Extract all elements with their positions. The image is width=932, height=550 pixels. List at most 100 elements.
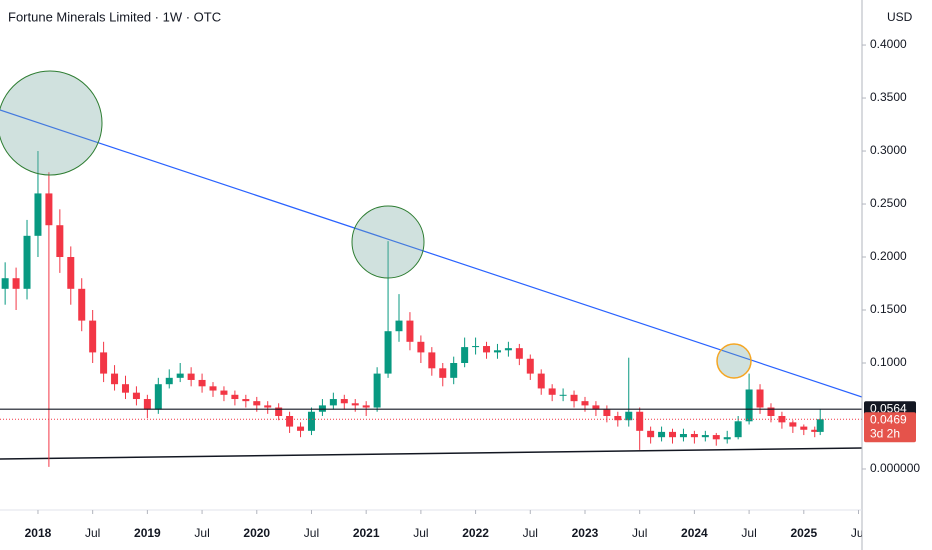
- x-tick-label: Jul: [741, 526, 756, 540]
- candle-body: [242, 399, 250, 402]
- x-tick-label: Jul: [85, 526, 100, 540]
- candle-body: [778, 415, 786, 423]
- candle-body: [483, 346, 491, 353]
- x-tick-label: Jul: [523, 526, 538, 540]
- candle-body: [78, 288, 86, 321]
- annotations: [0, 70, 752, 379]
- candle-body: [89, 320, 97, 353]
- y-tick-label: 0.2500: [870, 196, 907, 210]
- candle-body: [537, 373, 545, 389]
- candle-body: [461, 347, 469, 363]
- candle-body: [811, 429, 819, 432]
- candle-body: [614, 415, 622, 421]
- candle-body: [209, 386, 217, 391]
- candle-body: [669, 431, 677, 438]
- candle-body: [351, 403, 359, 406]
- candle-body: [176, 373, 184, 378]
- y-tick-label: 0.3500: [870, 90, 907, 104]
- highlight-circle: [0, 70, 103, 176]
- x-tick-label: Jul: [413, 526, 428, 540]
- candle-body: [1, 278, 9, 289]
- candle-body: [647, 430, 655, 438]
- candle-body: [121, 384, 129, 393]
- support-line: [0, 447, 862, 460]
- candle-body: [406, 320, 414, 342]
- x-tick-label: 2022: [462, 526, 489, 540]
- x-tick-label: 2025: [790, 526, 817, 540]
- candle-body: [690, 434, 698, 438]
- candle-body: [472, 346, 480, 348]
- y-tick-label: 0.1500: [870, 302, 907, 316]
- candle-body: [504, 348, 512, 351]
- candle-body: [100, 352, 108, 374]
- candle-body: [318, 405, 326, 412]
- candle-body: [45, 193, 53, 226]
- candle-body: [450, 362, 458, 378]
- candle-body: [526, 358, 534, 374]
- plot-area: [0, 109, 862, 467]
- countdown-label: 3d 2h: [870, 426, 900, 440]
- candle-body: [767, 407, 775, 416]
- highlight-circle: [351, 205, 425, 279]
- candle-body: [286, 415, 294, 427]
- y-tick-label: 0.3000: [870, 143, 907, 157]
- candle-body: [592, 405, 600, 410]
- candle-body: [789, 422, 797, 427]
- candle-body: [439, 368, 447, 378]
- x-tick-label: 2023: [572, 526, 599, 540]
- candle-body: [723, 437, 731, 440]
- candle-body: [253, 401, 261, 406]
- candle-body: [800, 426, 808, 430]
- candle-body: [701, 435, 709, 438]
- candle-body: [307, 411, 315, 431]
- last-price-box: [864, 412, 916, 443]
- candle-body: [154, 384, 162, 410]
- candle-body: [373, 373, 381, 408]
- candle-body: [165, 377, 173, 385]
- candle-body: [275, 407, 283, 416]
- candle-body: [570, 394, 578, 402]
- candle-body: [745, 389, 753, 422]
- x-tick-label: 2020: [243, 526, 270, 540]
- candle-body: [34, 193, 42, 236]
- candle-body: [559, 394, 567, 396]
- candle-body: [679, 434, 687, 438]
- candle-body: [297, 426, 305, 431]
- candle-body: [362, 405, 370, 408]
- candle-body: [417, 341, 425, 353]
- candle-body: [220, 390, 228, 395]
- candle-body: [636, 411, 644, 431]
- candle-body: [264, 405, 272, 408]
- candle-body: [816, 419, 824, 432]
- candle-body: [395, 320, 403, 332]
- currency-label: USD: [887, 10, 913, 24]
- candle-body: [340, 399, 348, 404]
- candle-body: [132, 392, 140, 400]
- x-tick-label: Jul: [632, 526, 647, 540]
- candle-body: [56, 225, 64, 258]
- x-tick-label: 2019: [134, 526, 161, 540]
- candle-body: [493, 350, 501, 353]
- x-tick-label: 2021: [353, 526, 380, 540]
- candle-body: [111, 373, 119, 385]
- candle-body: [548, 388, 556, 395]
- time-axis: 2018 Jul 2019 Jul 2020 Jul 2021 Jul 2022 Jul 2023 J…: [25, 510, 866, 540]
- candle-body: [187, 373, 195, 380]
- level-label: 0.0564: [870, 401, 907, 415]
- candle-body: [734, 421, 742, 438]
- candle-body: [329, 399, 337, 406]
- candle-body: [581, 401, 589, 406]
- candle-body: [658, 431, 666, 438]
- candle-body: [143, 399, 151, 410]
- last-price-label: 0.0469: [870, 412, 907, 426]
- candle-body: [67, 257, 75, 289]
- candle-body: [231, 394, 239, 400]
- y-tick-label: 0.2000: [870, 249, 907, 263]
- trend-line: [0, 109, 862, 398]
- x-tick-label: Jul: [851, 526, 866, 540]
- candle-body: [23, 235, 31, 289]
- x-tick-label: Jul: [194, 526, 209, 540]
- x-tick-label: 2018: [25, 526, 52, 540]
- y-tick-label: 0.000000: [870, 461, 920, 475]
- candle-body: [756, 389, 764, 408]
